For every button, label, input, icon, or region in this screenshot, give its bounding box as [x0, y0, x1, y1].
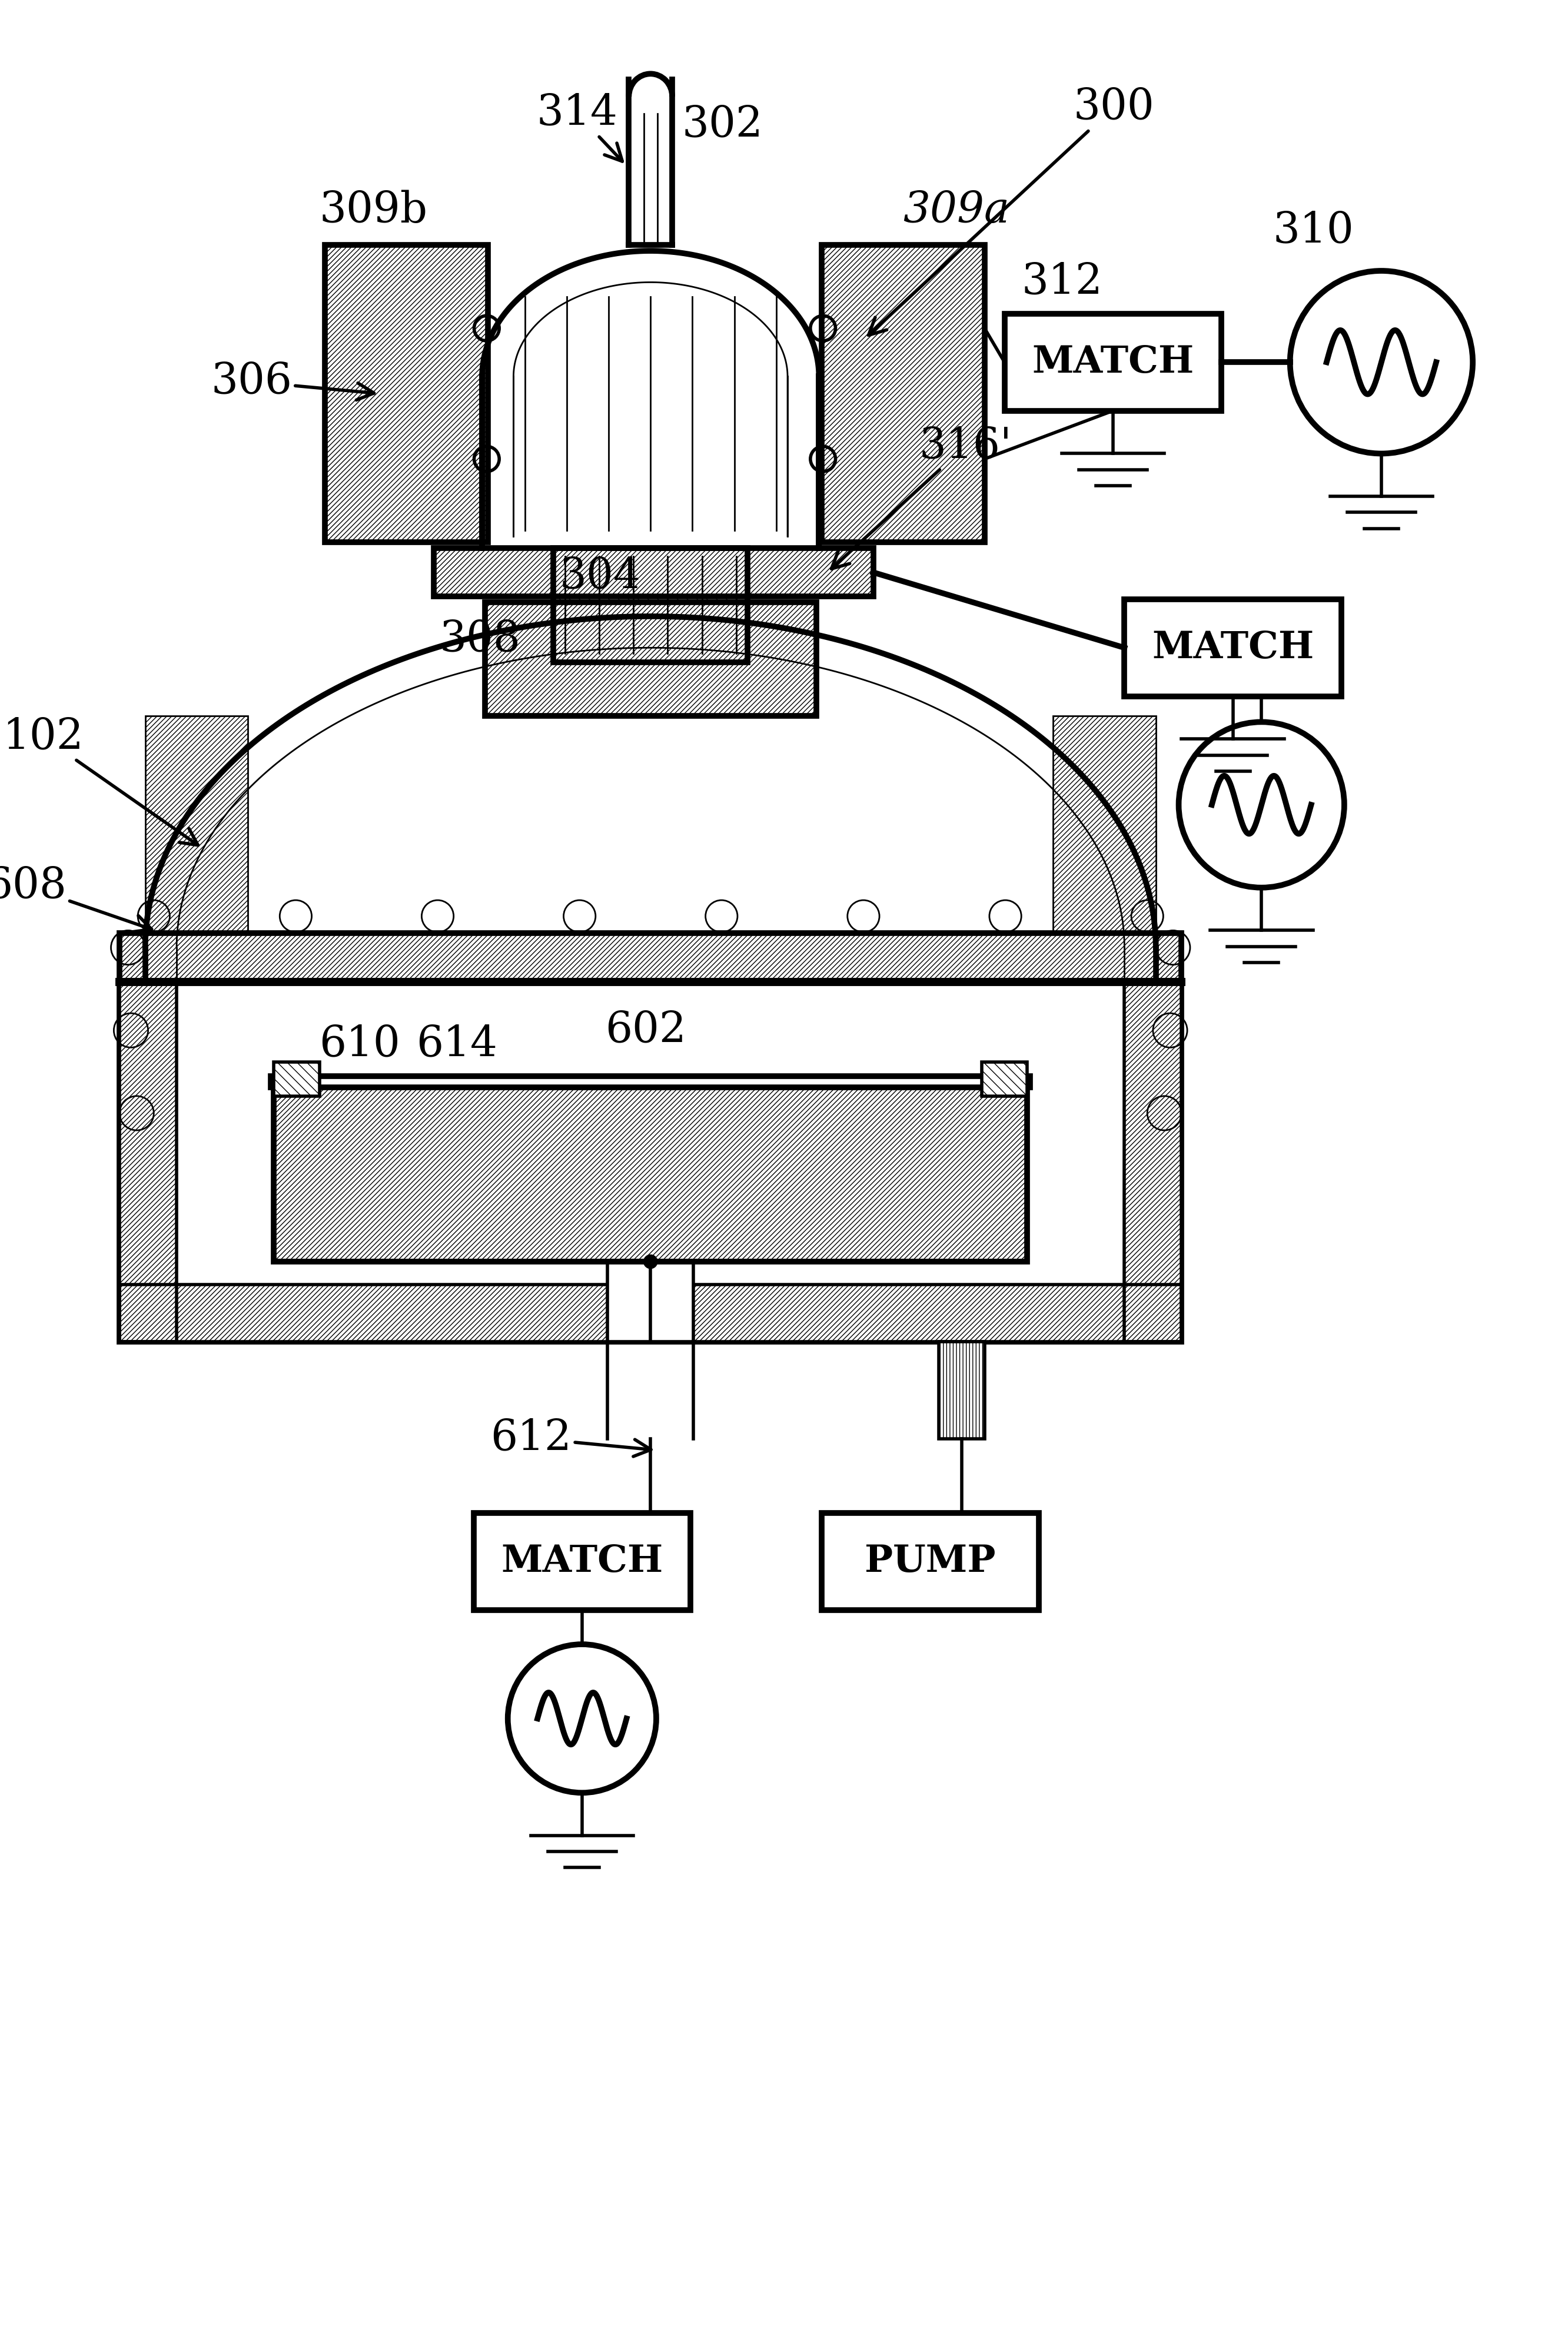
Bar: [271, 1077, 1030, 1089]
Bar: [554, 549, 748, 661]
Bar: [274, 1079, 1027, 1261]
Bar: [119, 934, 1182, 981]
Text: 602: 602: [605, 1009, 687, 1051]
Text: 610: 610: [320, 1023, 400, 1065]
Bar: [982, 1063, 1027, 1096]
Text: 308: 308: [439, 619, 521, 661]
Bar: [1124, 981, 1182, 1341]
Bar: [822, 1514, 1038, 1610]
Bar: [1124, 981, 1182, 1341]
Bar: [822, 245, 985, 542]
Bar: [434, 549, 873, 596]
Bar: [485, 603, 815, 715]
Text: 306: 306: [210, 362, 375, 402]
Bar: [325, 245, 488, 542]
Text: PUMP: PUMP: [866, 1544, 996, 1579]
Bar: [554, 549, 748, 661]
Text: 309b: 309b: [320, 189, 428, 231]
Bar: [274, 1079, 1027, 1261]
Bar: [274, 1063, 320, 1096]
Text: 612: 612: [491, 1418, 651, 1460]
Bar: [822, 245, 985, 542]
Text: 312: 312: [1022, 262, 1102, 304]
Text: MATCH: MATCH: [1152, 631, 1314, 666]
Bar: [939, 1341, 985, 1439]
Text: MATCH: MATCH: [1032, 343, 1193, 381]
Bar: [1054, 715, 1156, 934]
Bar: [274, 1063, 320, 1096]
Text: MATCH: MATCH: [502, 1544, 663, 1579]
Bar: [474, 1514, 690, 1610]
Bar: [146, 715, 248, 934]
Text: 614: 614: [417, 1023, 497, 1065]
Bar: [119, 981, 1182, 1341]
Text: 608: 608: [0, 864, 152, 932]
Bar: [325, 245, 488, 542]
Bar: [119, 934, 1182, 981]
Bar: [119, 981, 177, 1341]
Text: 309a: 309a: [903, 189, 1010, 231]
Text: 316': 316': [831, 425, 1011, 568]
Text: 302: 302: [682, 105, 764, 145]
Bar: [119, 1285, 1182, 1341]
Text: 304: 304: [560, 556, 640, 598]
Text: 310: 310: [1273, 210, 1353, 252]
Bar: [982, 1063, 1027, 1096]
Circle shape: [644, 1254, 657, 1268]
Bar: [1124, 600, 1341, 696]
Bar: [608, 1261, 693, 1341]
Bar: [119, 981, 177, 1341]
Text: 314: 314: [536, 93, 622, 161]
Bar: [1005, 313, 1221, 411]
Bar: [434, 549, 873, 596]
Bar: [485, 603, 815, 715]
Bar: [119, 1285, 1182, 1341]
Text: 300: 300: [869, 86, 1154, 334]
Text: 102: 102: [3, 717, 198, 846]
Bar: [939, 1341, 985, 1439]
